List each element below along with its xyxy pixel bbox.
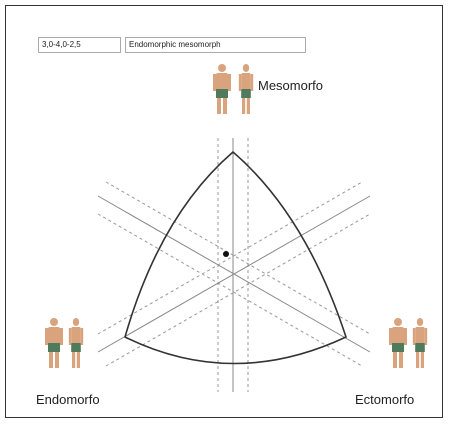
mesomorph-label: Mesomorfo: [258, 78, 323, 93]
endomorph-label: Endomorfo: [36, 392, 100, 407]
somatotype-point: [223, 251, 229, 257]
page: 3,0-4,0-2,5 Endomorphic mesomorph M: [0, 0, 449, 424]
somatochart: 3,0-4,0-2,5 Endomorphic mesomorph M: [0, 0, 449, 424]
classification-text: Endomorphic mesomorph: [129, 40, 221, 49]
rating-text: 3,0-4,0-2,5: [42, 40, 81, 49]
ectomorph-label: Ectomorfo: [355, 392, 414, 407]
